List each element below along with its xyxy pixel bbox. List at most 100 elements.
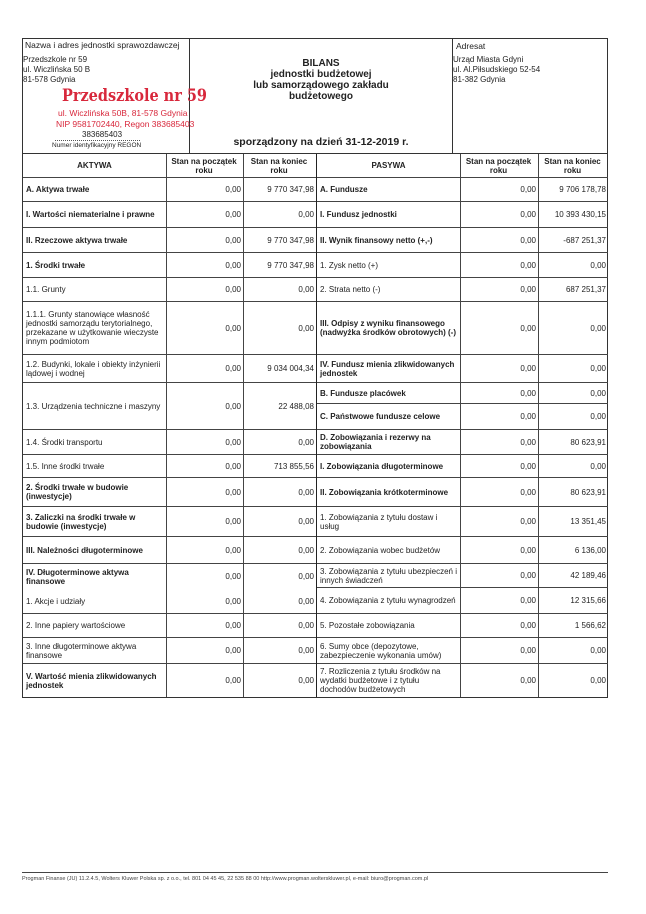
- start-value: 0,00: [166, 455, 243, 477]
- sender-city: 81-578 Gdynia: [23, 75, 76, 84]
- regon-dotted-line: [55, 140, 140, 141]
- balance-table: AKTYWA Stan na początek roku Stan na kon…: [22, 153, 608, 698]
- table-row: I. Wartości niematerialne i prawne 0,00 0,…: [23, 202, 316, 228]
- sender-name: Przedszkole nr 59: [23, 55, 88, 64]
- end-value: 0,00: [538, 383, 608, 403]
- sender-box: [22, 38, 190, 153]
- end-value: -687 251,37: [538, 228, 608, 252]
- end-value: 0,00: [538, 404, 608, 429]
- row-label: II. Zobowiązania krótkoterminowe: [320, 487, 449, 497]
- table-row: 1.2. Budynki, lokale i obiekty inżynieri…: [23, 355, 316, 383]
- table-row: 1. Zysk netto (+) 0,00 0,00: [317, 253, 608, 278]
- start-value: 0,00: [460, 588, 538, 613]
- addressee-name: Urząd Miasta Gdyni: [453, 55, 524, 64]
- table-row: 3. Inne długoterminowe aktywa finansowe 0…: [23, 638, 316, 664]
- table-row: 1.4. Środki transportu 0,00 0,00: [23, 430, 316, 455]
- table-row: 4. Zobowiązania z tytułu wynagrodzeń 0,00…: [317, 588, 608, 614]
- start-value: 0,00: [460, 178, 538, 201]
- table-row: 3. Zobowiązania z tytułu ubezpieczeń i i…: [317, 564, 608, 588]
- row-label: III. Należności długoterminowe: [26, 545, 143, 555]
- end-value: 12 315,66: [538, 588, 608, 613]
- row-label: 3. Zaliczki na środki trwałe w budowie (…: [26, 512, 136, 531]
- title-line: lub samorządowego zakładu: [253, 80, 389, 91]
- end-value: 0,00: [538, 638, 608, 663]
- end-value: 22 488,08: [243, 383, 316, 429]
- row-label: 2. Strata netto (-): [320, 285, 381, 294]
- start-value: 0,00: [460, 638, 538, 663]
- table-row: A. Fundusze 0,00 9 706 178,78: [317, 178, 608, 202]
- regon-label: Numer identyfikacyjny REGON: [52, 142, 142, 149]
- row-label: 2. Zobowiązania wobec budżetów: [320, 545, 441, 555]
- end-value: 10 393 430,15: [538, 202, 608, 227]
- table-row: II. Wynik finansowy netto (+,-) 0,00 -687 …: [317, 228, 608, 253]
- row-label: III. Odpisy z wyniku finansowego (nadwyż…: [320, 319, 457, 337]
- title-line: jednostki budżetowej: [270, 69, 372, 80]
- start-value: 0,00: [460, 507, 538, 536]
- sender-address: Przedszkole nr 59 ul. Wiczlińska 50 B 81…: [23, 55, 90, 85]
- start-value: 0,00: [460, 664, 538, 697]
- row-label: 3. Zobowiązania z tytułu ubezpieczeń i i…: [320, 566, 457, 585]
- end-value: 0,00: [243, 202, 316, 227]
- start-value: 0,00: [166, 302, 243, 354]
- end-value: 0,00: [243, 278, 316, 301]
- start-value: 0,00: [166, 278, 243, 301]
- table-row: C. Państwowe fundusze celowe 0,00 0,00: [317, 404, 608, 430]
- start-value: 0,00: [460, 278, 538, 301]
- start-value: 0,00: [460, 478, 538, 506]
- start-value: 0,00: [166, 355, 243, 382]
- row-label: D. Zobowiązania i rezerwy na zobowiązani…: [320, 433, 431, 451]
- addressee-street: ul. Al.Piłsudskiego 52-54: [453, 65, 541, 74]
- end-value: 42 189,46: [538, 564, 608, 587]
- footer-text: Progman Finanse (JU) 11.2.4.5, Wolters K…: [22, 872, 608, 882]
- end-value: 9 770 347,98: [243, 253, 316, 277]
- row-label: IV. Fundusz mienia zlikwidowanych jednos…: [320, 359, 455, 378]
- table-row: 2. Zobowiązania wobec budżetów 0,00 6 136,…: [317, 537, 608, 564]
- end-value: 0,00: [243, 478, 316, 506]
- row-label: A. Aktywa trwałe: [26, 185, 90, 194]
- start-value: 0,00: [166, 664, 243, 697]
- end-value: 9 706 178,78: [538, 178, 608, 201]
- row-label: A. Fundusze: [320, 185, 368, 194]
- start-value: 0,00: [460, 404, 538, 429]
- addressee-address: Urząd Miasta Gdyni ul. Al.Piłsudskiego 5…: [453, 55, 540, 85]
- row-label: I. Wartości niematerialne i prawne: [26, 210, 155, 219]
- row-label: I. Fundusz jednostki: [320, 210, 397, 219]
- start-value: 0,00: [166, 228, 243, 252]
- row-label: 1.3. Urządzenia techniczne i maszyny: [26, 401, 161, 411]
- end-value: 13 351,45: [538, 507, 608, 536]
- end-value: 1 566,62: [538, 614, 608, 637]
- end-value: 0,00: [243, 537, 316, 563]
- start-value: 0,00: [460, 355, 538, 382]
- row-label: 1. Akcje i udziały: [26, 596, 86, 606]
- table-row: 2. Strata netto (-) 0,00 687 251,37: [317, 278, 608, 302]
- start-value: 0,00: [166, 430, 243, 454]
- liabilities-header: PASYWA: [371, 161, 406, 170]
- row-label: 1.1. Grunty: [26, 285, 66, 294]
- start-value: 0,00: [166, 202, 243, 227]
- end-value: 713 855,56: [243, 455, 316, 477]
- regon-value: 383685403: [82, 130, 123, 139]
- liabilities-side: PASYWA Stan na początek roku Stan na kon…: [316, 154, 608, 697]
- assets-header-row: AKTYWA Stan na początek roku Stan na kon…: [23, 154, 316, 178]
- end-value: 0,00: [538, 355, 608, 382]
- start-value: 0,00: [460, 614, 538, 637]
- row-label: II. Rzeczowe aktywa trwałe: [26, 235, 128, 245]
- start-value: 0,00: [166, 178, 243, 201]
- start-value: 0,00: [460, 430, 538, 454]
- start-value: 0,00: [166, 614, 243, 637]
- start-value: 0,00: [166, 589, 243, 613]
- title-line: budżetowego: [289, 91, 353, 102]
- end-value: 9 034 004,34: [243, 355, 316, 382]
- start-value: 0,00: [460, 302, 538, 354]
- assets-header: AKTYWA: [77, 161, 112, 170]
- row-label: II. Wynik finansowy netto (+,-): [320, 235, 433, 245]
- stamp-name: Przedszkole nr 59: [62, 86, 207, 106]
- end-value: 0,00: [243, 589, 316, 613]
- start-header: Stan na początek roku: [166, 154, 243, 177]
- addressee-city: 81-382 Gdynia: [453, 75, 506, 84]
- end-value: 6 136,00: [538, 537, 608, 563]
- end-value: 0,00: [538, 664, 608, 697]
- end-value: 0,00: [243, 664, 316, 697]
- end-value: 0,00: [538, 302, 608, 354]
